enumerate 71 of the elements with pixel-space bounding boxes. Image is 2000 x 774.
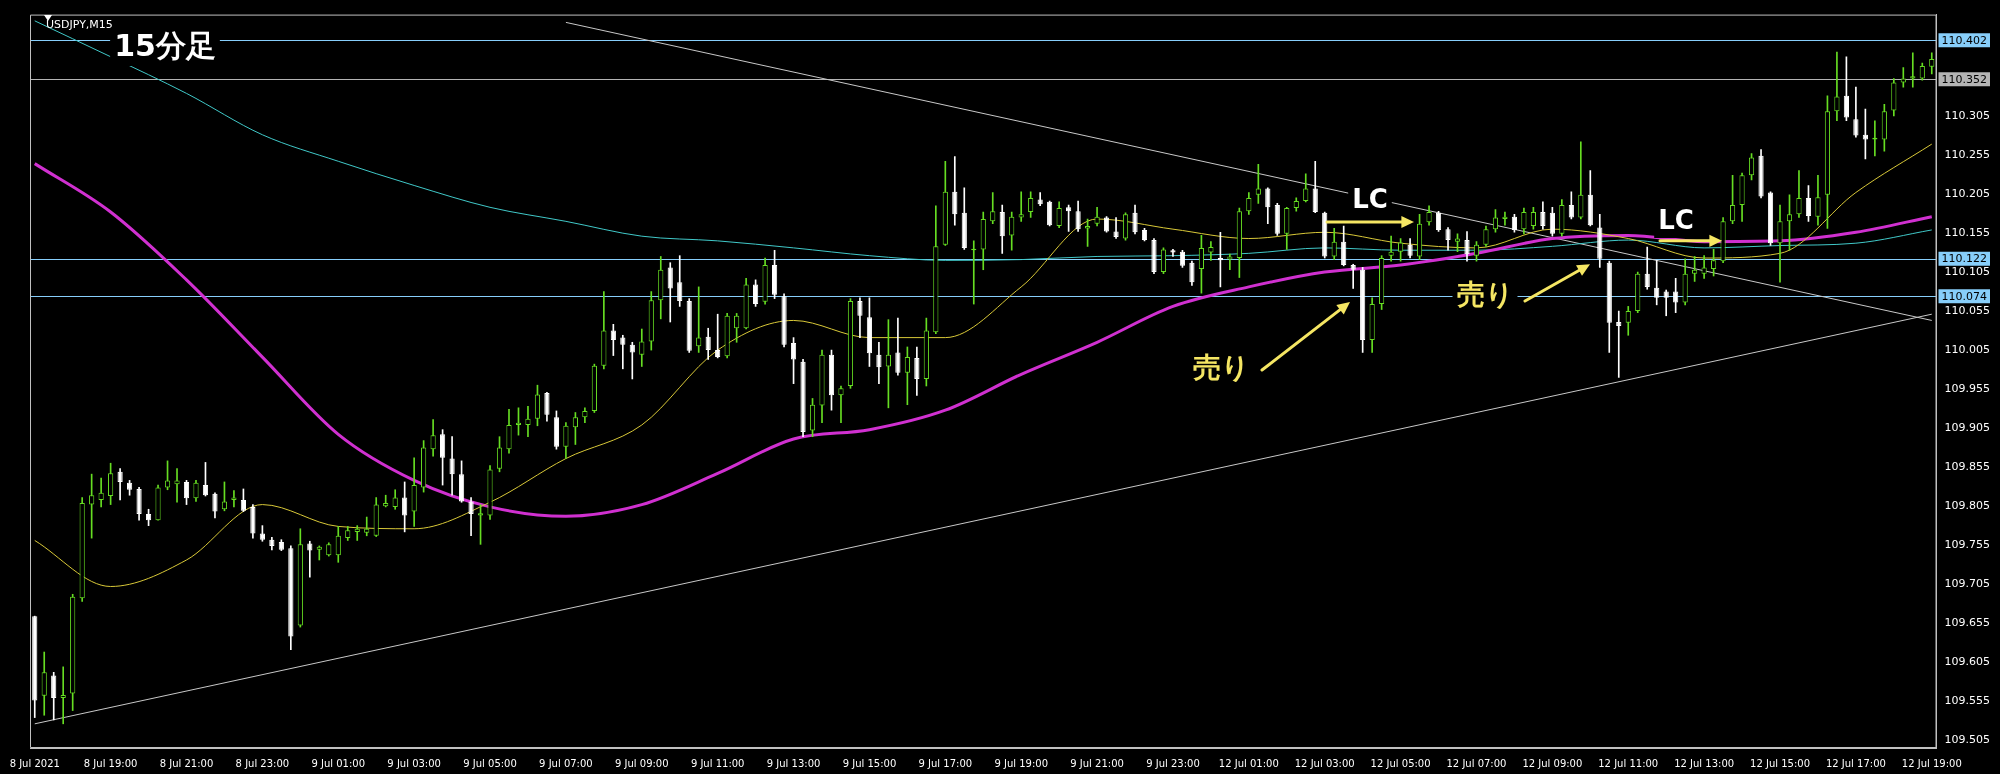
ref-line-label: 110.352: [1941, 72, 1988, 86]
x-tick-label: 12 Jul 11:00: [1598, 757, 1659, 769]
candlestick: [525, 405, 531, 438]
x-tick-label: 8 Jul 23:00: [235, 757, 290, 769]
x-tick-label: 9 Jul 03:00: [387, 757, 441, 769]
y-tick-label: 109.705: [1944, 577, 1991, 591]
candlestick: [307, 540, 313, 578]
annotation: 15分足: [114, 27, 216, 63]
annotation: 売り: [1456, 278, 1514, 312]
line-series: [33, 162, 1934, 518]
y-tick-label: 109.905: [1944, 420, 1991, 434]
x-tick-label: 9 Jul 17:00: [918, 757, 973, 769]
y-tick-label: 109.555: [1944, 694, 1991, 708]
annotation: LC: [1352, 183, 1388, 214]
x-tick-label: 9 Jul 01:00: [311, 757, 366, 769]
candlestick: [449, 436, 455, 496]
ref-line-label: 110.074: [1941, 289, 1988, 303]
x-tick-label: 8 Jul 19:00: [83, 757, 138, 769]
ref-line-label: 110.402: [1941, 33, 1988, 47]
y-tick-label: 110.055: [1944, 303, 1991, 317]
y-tick-label: 110.255: [1944, 147, 1991, 161]
y-tick-label: 109.505: [1944, 733, 1991, 747]
x-tick-label: 12 Jul 01:00: [1218, 757, 1279, 769]
y-tick-label: 109.955: [1944, 381, 1991, 395]
x-tick-label: 12 Jul 03:00: [1294, 757, 1355, 769]
x-tick-label: 12 Jul 05:00: [1370, 757, 1431, 769]
x-tick-label: 9 Jul 23:00: [1146, 757, 1200, 769]
x-tick-label: 12 Jul 15:00: [1750, 757, 1810, 769]
x-tick-label: 9 Jul 13:00: [766, 757, 821, 769]
annotation: LC: [1658, 204, 1694, 235]
x-tick-label: 12 Jul 07:00: [1446, 757, 1507, 769]
y-tick-label: 109.805: [1944, 498, 1991, 512]
y-tick-label: 109.655: [1944, 616, 1991, 630]
x-tick-label: 9 Jul 07:00: [539, 757, 593, 769]
y-tick-label: 109.855: [1944, 459, 1991, 473]
y-tick-label: 109.755: [1944, 538, 1991, 551]
x-tick-label: 12 Jul 13:00: [1674, 757, 1735, 769]
candlestick: [98, 477, 104, 508]
x-tick-label: 12 Jul 09:00: [1522, 757, 1583, 769]
candlestick: [1350, 263, 1356, 289]
candlestick: [1834, 51, 1840, 122]
y-tick-label: 110.155: [1944, 225, 1991, 239]
x-tick-label: 9 Jul 09:00: [614, 757, 669, 769]
line-series: [34, 143, 1933, 587]
candlestick: [1616, 310, 1622, 378]
ref-line-label: 110.122: [1941, 252, 1988, 266]
candlestick: [1910, 52, 1916, 88]
chart-title: USDJPY,M15: [46, 18, 113, 32]
candlestick: [838, 385, 844, 423]
candlestick: [174, 468, 180, 503]
candlestick: [364, 516, 370, 537]
y-tick-label: 110.205: [1944, 186, 1991, 200]
x-tick-label: 9 Jul 11:00: [690, 757, 745, 769]
x-tick-label: 12 Jul 17:00: [1825, 757, 1886, 769]
x-tick-label: 12 Jul 19:00: [1901, 757, 1962, 769]
x-tick-label: 9 Jul 19:00: [994, 757, 1048, 769]
x-tick-label: 9 Jul 05:00: [463, 757, 517, 769]
x-tick-label: 9 Jul 15:00: [842, 757, 897, 769]
x-tick-label: 9 Jul 21:00: [1070, 757, 1124, 769]
annotation: 売り: [1192, 351, 1250, 385]
candlestick: [1388, 235, 1394, 262]
candlestick: [715, 313, 721, 359]
y-tick-label: 110.105: [1944, 264, 1991, 278]
x-tick-label: 8 Jul 21:00: [159, 757, 214, 769]
y-tick-label: 109.605: [1944, 655, 1991, 669]
x-tick-label: 8 Jul 2021: [9, 757, 60, 769]
line-series: [34, 20, 1933, 261]
candlestick: [620, 334, 626, 370]
y-tick-label: 110.305: [1944, 108, 1991, 122]
y-tick-label: 110.005: [1944, 342, 1991, 356]
candlestick: [1654, 260, 1660, 306]
